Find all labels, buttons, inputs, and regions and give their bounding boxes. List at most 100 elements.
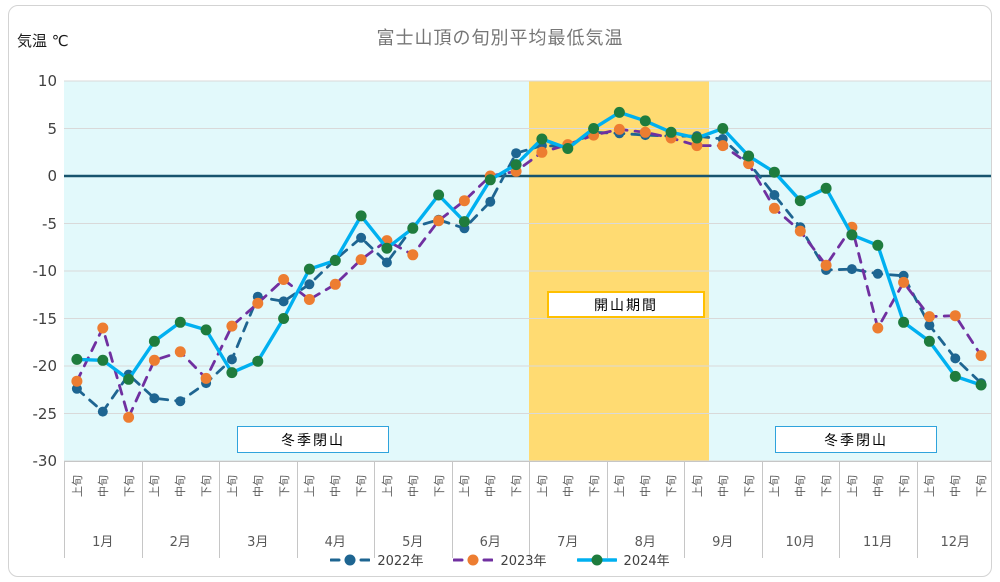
series-marker-2022年 bbox=[769, 190, 780, 200]
period-label: 上旬 bbox=[690, 475, 704, 497]
legend-item-2022年[interactable]: 2022年 bbox=[330, 550, 423, 569]
series-marker-2023年 bbox=[923, 311, 935, 323]
y-axis-label: 気温 ℃ bbox=[17, 32, 69, 50]
legend-label: 2024年 bbox=[623, 554, 670, 569]
series-marker-2023年 bbox=[355, 254, 367, 266]
series-marker-2022年 bbox=[846, 264, 857, 275]
series-marker-2022年 bbox=[950, 353, 961, 364]
series-line-2023年 bbox=[75, 128, 983, 419]
month-label: 7月 bbox=[557, 535, 579, 550]
y-tick-label: 0 bbox=[47, 167, 57, 185]
series-marker-2023年 bbox=[743, 158, 755, 170]
series-marker-2023年 bbox=[200, 372, 212, 384]
series-marker-2023年 bbox=[252, 297, 264, 309]
plot-area bbox=[64, 80, 991, 462]
period-label: 上旬 bbox=[148, 475, 162, 497]
series-marker-2023年 bbox=[898, 276, 910, 288]
series-marker-2023年 bbox=[123, 411, 135, 423]
period-label: 上旬 bbox=[70, 475, 84, 497]
y-tick-label: -20 bbox=[32, 357, 58, 375]
legend-key-icon bbox=[330, 554, 371, 565]
month-label: 1月 bbox=[92, 535, 114, 550]
series-marker-2022年 bbox=[97, 406, 108, 417]
series-marker-2022年 bbox=[175, 396, 186, 407]
period-label: 上旬 bbox=[458, 475, 472, 497]
month-separator bbox=[839, 461, 840, 558]
series-marker-2024年 bbox=[97, 354, 109, 366]
period-label: 中旬 bbox=[484, 475, 498, 497]
month-label: 2月 bbox=[169, 535, 191, 550]
month-label: 3月 bbox=[247, 535, 269, 550]
series-marker-2023年 bbox=[303, 294, 315, 305]
series-marker-2024年 bbox=[768, 166, 780, 178]
series-marker-2024年 bbox=[820, 182, 832, 194]
chart-frame[interactable]: 富士山頂の旬別平均最低気温 気温 ℃ 10 5 0 -5 -10 -15 -20 -25 -30… bbox=[8, 5, 992, 577]
series-marker-2024年 bbox=[433, 189, 445, 201]
month-separator bbox=[219, 461, 220, 558]
series-marker-2024年 bbox=[329, 255, 341, 266]
series-marker-2023年 bbox=[407, 249, 419, 261]
series-marker-2024年 bbox=[665, 126, 677, 138]
series-marker-2023年 bbox=[949, 310, 961, 322]
period-label: 下旬 bbox=[587, 475, 601, 497]
winter-closed-annotation-right: 冬季閉山 bbox=[775, 426, 937, 453]
series-marker-2023年 bbox=[820, 259, 832, 271]
period-label: 上旬 bbox=[845, 475, 859, 497]
period-label: 中旬 bbox=[794, 475, 808, 497]
chart-legend: 2022年 2023年 2024年 bbox=[9, 550, 991, 569]
series-marker-2024年 bbox=[510, 159, 522, 171]
series-marker-2024年 bbox=[717, 123, 729, 134]
period-label: 下旬 bbox=[820, 475, 834, 497]
period-label: 下旬 bbox=[975, 475, 989, 497]
month-separator bbox=[529, 461, 530, 558]
period-label: 下旬 bbox=[742, 475, 756, 497]
period-label: 下旬 bbox=[897, 475, 911, 497]
month-label: 8月 bbox=[634, 535, 656, 550]
series-line-2024年 bbox=[75, 110, 983, 387]
series-marker-2024年 bbox=[278, 313, 290, 324]
series-marker-2023年 bbox=[97, 322, 109, 334]
period-label: 中旬 bbox=[251, 475, 265, 497]
series-marker-2023年 bbox=[872, 322, 884, 334]
series-marker-2022年 bbox=[381, 257, 392, 268]
series-marker-2024年 bbox=[949, 370, 961, 382]
series-marker-2024年 bbox=[794, 195, 806, 207]
legend-item-2023年[interactable]: 2023年 bbox=[453, 550, 547, 569]
period-label: 下旬 bbox=[432, 475, 446, 497]
series-marker-2023年 bbox=[975, 350, 987, 362]
series-marker-2022年 bbox=[356, 232, 367, 243]
y-tick-label: -10 bbox=[32, 262, 58, 280]
series-marker-2024年 bbox=[303, 263, 315, 275]
month-label: 5月 bbox=[402, 535, 424, 550]
series-marker-2024年 bbox=[226, 367, 238, 379]
series-marker-2023年 bbox=[226, 320, 238, 332]
series-marker-2022年 bbox=[149, 393, 160, 404]
month-label: 4月 bbox=[324, 535, 346, 550]
series-marker-2024年 bbox=[148, 335, 160, 347]
period-label: 下旬 bbox=[200, 475, 214, 497]
series-marker-2023年 bbox=[148, 354, 160, 366]
series-marker-2024年 bbox=[252, 355, 264, 367]
series-marker-2022年 bbox=[872, 268, 883, 279]
month-separator bbox=[374, 461, 375, 558]
series-marker-2024年 bbox=[975, 379, 987, 391]
month-label: 6月 bbox=[479, 535, 501, 550]
series-marker-2024年 bbox=[639, 115, 651, 127]
month-separator bbox=[141, 461, 143, 558]
legend-label: 2022年 bbox=[377, 554, 424, 569]
legend-item-2024年[interactable]: 2024年 bbox=[576, 550, 670, 569]
period-label: 中旬 bbox=[639, 475, 653, 497]
period-label: 中旬 bbox=[949, 475, 963, 497]
period-label: 中旬 bbox=[561, 475, 575, 497]
series-marker-2022年 bbox=[278, 296, 289, 307]
series-marker-2024年 bbox=[923, 335, 935, 347]
series-marker-2024年 bbox=[123, 373, 135, 385]
open-season-annotation: 開山期間 bbox=[547, 291, 705, 318]
period-label: 中旬 bbox=[871, 475, 885, 497]
series-marker-2024年 bbox=[174, 316, 186, 328]
series-marker-2024年 bbox=[872, 239, 884, 251]
series-marker-2023年 bbox=[536, 146, 548, 158]
month-label: 9月 bbox=[712, 535, 734, 550]
y-tick-label: 10 bbox=[37, 72, 57, 90]
period-label: 上旬 bbox=[535, 475, 549, 497]
